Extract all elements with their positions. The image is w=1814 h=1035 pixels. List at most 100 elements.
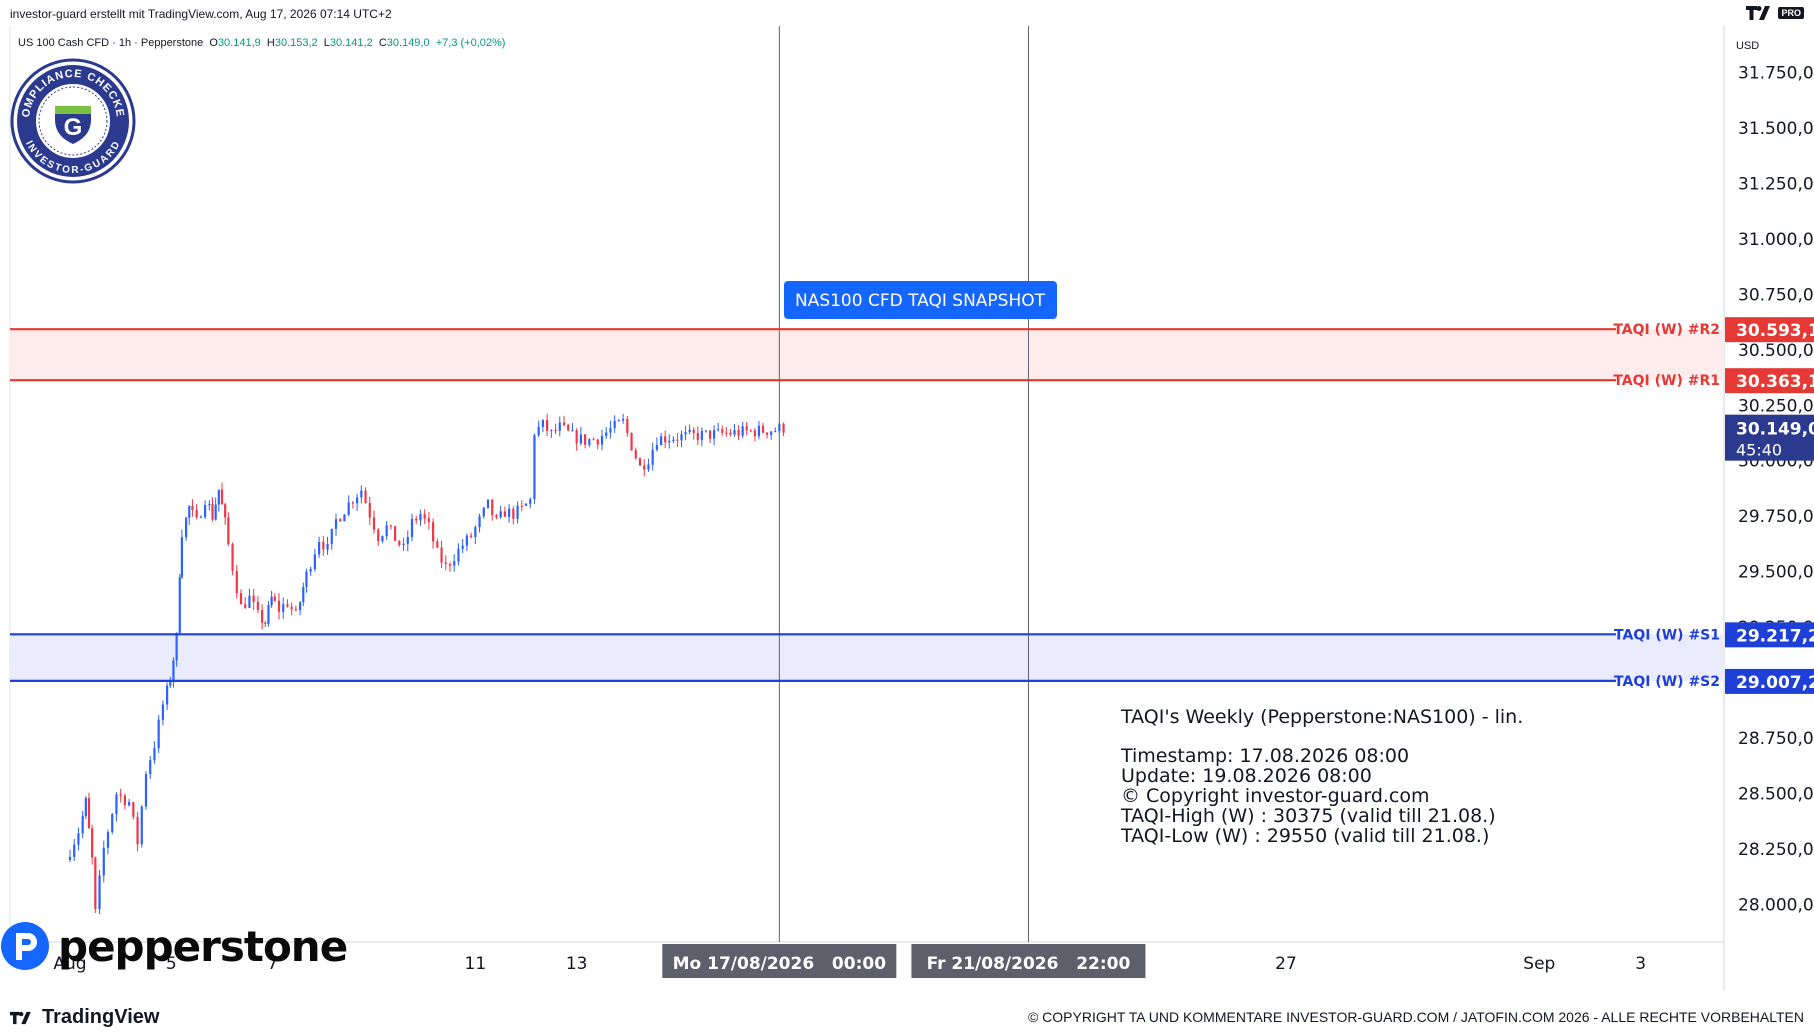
candle-body (406, 536, 409, 544)
candle-body (239, 593, 243, 605)
candle-body (584, 434, 587, 445)
candle-body (199, 517, 202, 519)
time-tick-label: 7 (267, 954, 278, 974)
candle-body (252, 595, 255, 602)
candle-body (318, 541, 321, 555)
time-tick-label: 5 (166, 954, 177, 974)
price-tick-label: 28.000,0 (1738, 895, 1814, 915)
candle-body (398, 540, 401, 546)
candle-body (286, 604, 289, 607)
candle-body (537, 426, 540, 436)
candle-body (684, 432, 687, 435)
candle-body (68, 856, 72, 860)
candle-body (508, 508, 511, 517)
candle-body (448, 564, 452, 566)
candle-body (377, 529, 380, 542)
candle-body (261, 609, 264, 623)
candle-body (178, 577, 181, 634)
candle-body (575, 430, 578, 444)
price-tick-label: 29.500,0 (1738, 563, 1814, 583)
candle-body (217, 489, 220, 505)
price-axis[interactable]: USD 28.000,0 28.250,0 28.500,0 28.750,0 29.00… (1725, 40, 1814, 915)
level-price-tag (1725, 368, 1814, 394)
candle-body (770, 431, 773, 435)
candle-body (270, 596, 273, 606)
level-price-tag-label: 29.007,2 (1736, 673, 1814, 693)
legend-low-label: L (324, 37, 330, 49)
candle-body (664, 436, 667, 443)
symbol-legend[interactable]: US 100 Cash CFD · 1h · Pepperstone O30.1… (18, 37, 505, 49)
snapshot-label[interactable]: NAS100 CFD TAQI SNAPSHOT (784, 281, 1057, 319)
level-label-s1: TAQI (W) #S1 (1614, 627, 1720, 643)
resistance-zone (10, 329, 1724, 381)
candle-body (299, 602, 302, 611)
candle-body (453, 561, 456, 566)
candle-body (343, 514, 346, 522)
candle-body (381, 536, 384, 542)
candle-body (503, 511, 506, 517)
level-price-tag (1725, 317, 1814, 343)
candle-body (617, 420, 620, 422)
candle-body (651, 449, 654, 465)
seal-letter: G (64, 114, 83, 141)
candle-body (592, 439, 595, 441)
candle-body (708, 430, 712, 439)
candle-body (277, 600, 281, 612)
candle-body (600, 436, 604, 445)
candle-body (81, 816, 84, 834)
last-price-tag (1725, 414, 1814, 461)
candle-body (290, 606, 293, 610)
time-tick-label: 13 (566, 954, 588, 974)
candle-body (512, 508, 515, 519)
candle-body (778, 424, 781, 431)
candle-body (655, 445, 658, 450)
candle-body (294, 609, 297, 611)
level-price-tag (1725, 622, 1814, 648)
candle-body (745, 426, 748, 431)
candle-body (322, 541, 325, 550)
footer: TradingView © COPYRIGHT TA UND KOMMENTAR… (0, 994, 1814, 1035)
candle-body (132, 802, 135, 817)
candle-body (119, 794, 122, 796)
top-bar: investor-guard erstellt mit TradingView.… (0, 0, 1814, 26)
legend-high-label: H (267, 37, 275, 49)
candle-body (84, 798, 87, 817)
bar-countdown-label: 45:40 (1736, 441, 1782, 460)
price-tick-label: 28.250,0 (1738, 840, 1814, 860)
candle-body (713, 430, 716, 439)
pro-badge: PRO (1778, 7, 1804, 19)
cursor-time-label-2: Fr 21/08/2026 22:00 (927, 954, 1131, 974)
candle-body (757, 425, 761, 437)
chart-header-title: investor-guard erstellt mit TradingView.… (10, 7, 392, 21)
candle-body (423, 514, 426, 519)
candle-body (516, 505, 519, 519)
candle-body (161, 704, 164, 720)
price-chart[interactable]: TAQI (W) #R2 TAQI (W) #R1 TAQI (W) #S1 TAQI… (0, 26, 1814, 994)
candle-body (91, 828, 94, 858)
candle-body (264, 622, 267, 624)
candle-body (360, 490, 363, 498)
candle-body (248, 595, 251, 608)
candle-body (440, 547, 443, 563)
candle-body (465, 535, 468, 546)
candle-body (457, 548, 460, 562)
candle-body (419, 514, 422, 521)
candle-body (410, 518, 414, 537)
candle-body (634, 450, 637, 459)
price-tick-label: 28.500,0 (1738, 784, 1814, 804)
taqi-info-line-2: Timestamp: 17.08.2026 08:00 (1120, 745, 1409, 767)
candle-body (273, 596, 276, 601)
candle-body (415, 518, 418, 521)
level-price-tag-label: 30.593,1 (1736, 321, 1814, 341)
tradingview-footer-logo[interactable]: TradingView (10, 1006, 159, 1029)
candle-body (613, 420, 616, 429)
tradingview-pro-logo[interactable]: PRO (1746, 4, 1804, 22)
level-price-tag-label: 30.363,1 (1736, 372, 1814, 392)
legend-high: 30.153,2 (275, 37, 324, 49)
candle-body (185, 517, 188, 538)
candle-body (339, 519, 342, 522)
candle-body (529, 499, 532, 504)
candle-body (737, 430, 740, 436)
tradingview-icon (10, 1011, 31, 1024)
